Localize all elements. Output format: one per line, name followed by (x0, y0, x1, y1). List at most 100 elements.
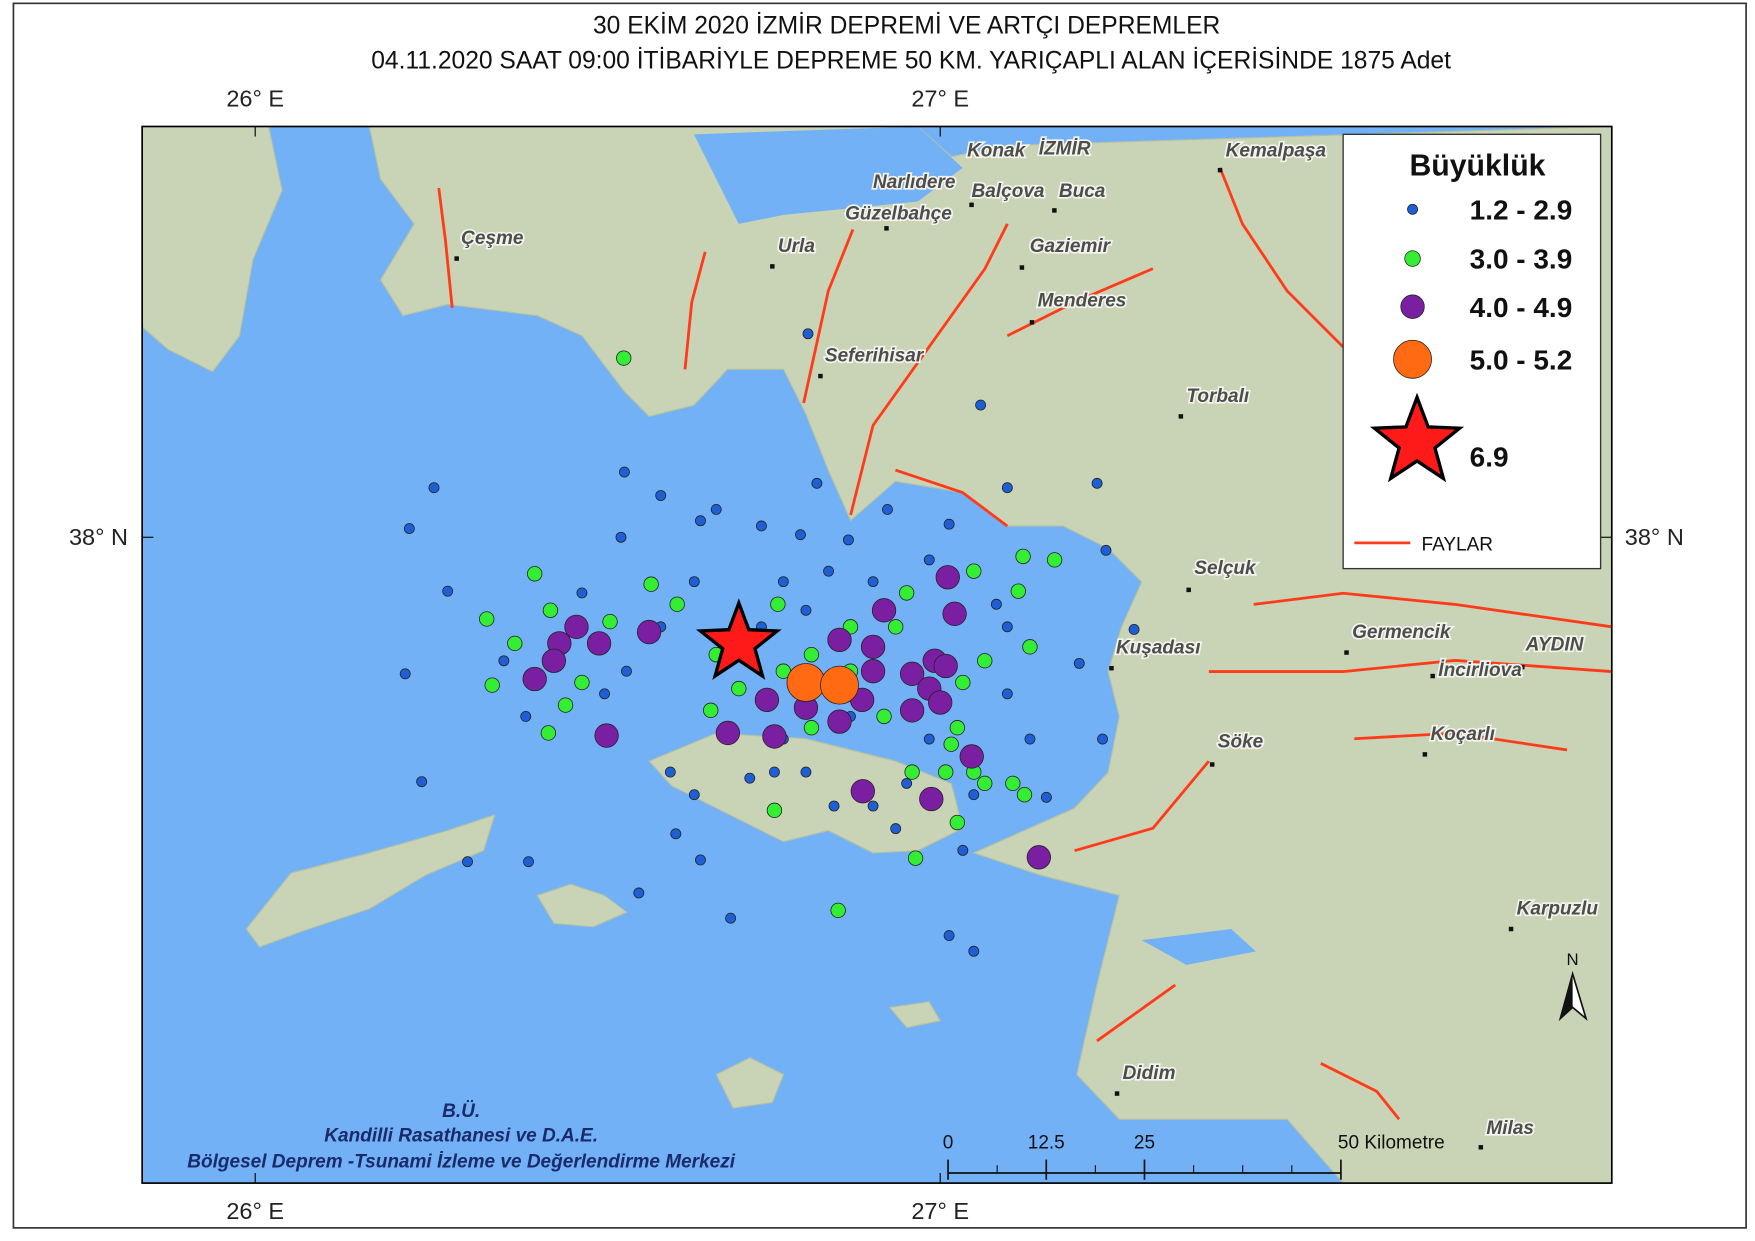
earthquake (655, 490, 667, 501)
fault (437, 187, 454, 308)
place-dot (1186, 587, 1191, 593)
earthquake (899, 698, 925, 723)
place-dot (454, 256, 459, 261)
earthquake (830, 902, 846, 919)
earthquake (943, 518, 955, 530)
earthquake (904, 764, 920, 780)
earthquake (1073, 657, 1085, 669)
earthquake (633, 887, 645, 899)
legend-symbol (1407, 203, 1418, 215)
fault (1320, 1062, 1401, 1121)
earthquake (621, 665, 632, 677)
fault (894, 468, 1009, 528)
place-name: Konak (967, 141, 1027, 162)
place-dot (770, 264, 775, 269)
legend-fault-label: FAYLAR (1422, 535, 1494, 556)
earthquake (1005, 775, 1021, 792)
place-dot (1344, 650, 1349, 655)
earthquake (576, 587, 588, 599)
lon-label: 27° E (911, 1198, 969, 1224)
earthquake (643, 576, 659, 592)
legend-label: 5.0 - 5.2 (1470, 344, 1573, 375)
earthquake (860, 659, 886, 684)
credits: B.Ü. Kandilli Rasathanesi ve D.A.E. Bölg… (187, 1101, 735, 1172)
earthquake (715, 720, 741, 746)
earthquake (1001, 482, 1013, 494)
credit-line: B.Ü. (442, 1101, 480, 1122)
earthquake (777, 576, 789, 588)
earthquake (1091, 477, 1103, 489)
earthquake (479, 611, 495, 627)
earthquake (803, 720, 820, 736)
north-arrow: N (1558, 950, 1588, 1022)
place-dot (1217, 167, 1223, 173)
earthquake (1040, 791, 1052, 803)
place-name: Seferihisar (825, 346, 925, 367)
place-name: Çeşme (461, 228, 524, 249)
earthquake (860, 634, 886, 659)
earthquake (1010, 583, 1026, 599)
earthquake (670, 828, 682, 840)
place-name: Karpuzlu (1517, 898, 1599, 919)
earthquake (938, 764, 954, 780)
place-dot (1029, 320, 1035, 325)
place-dot (969, 202, 974, 208)
earthquake (1026, 845, 1051, 870)
earthquake (820, 665, 859, 705)
earthquake (928, 690, 953, 715)
place-name: Narlıdere (873, 172, 956, 193)
earthquake (428, 482, 440, 494)
fault (1218, 167, 1345, 348)
fault (1096, 983, 1177, 1043)
earthquake (795, 529, 806, 541)
place-name: İncirliova (1438, 660, 1522, 681)
earthquake (636, 619, 662, 645)
earthquake (1001, 688, 1013, 700)
fault (802, 228, 855, 404)
earthquake (800, 766, 812, 778)
earthquake (919, 786, 944, 812)
place-dot (1430, 673, 1435, 679)
izmir-bay (693, 126, 963, 224)
earthquake (933, 653, 958, 679)
earthquake (616, 350, 632, 366)
scale-label: 25 (1134, 1132, 1155, 1153)
place-name: Torbalı (1186, 386, 1249, 407)
earthquake (695, 854, 706, 866)
legend-symbol (1393, 339, 1432, 379)
lat-label: 38° N (1625, 524, 1684, 550)
scale-label: 12.5 (1028, 1132, 1065, 1153)
map-root: 30 EKİM 2020 İZMİR DEPREMİ VE ARTÇI DEPR… (12, 2, 1747, 1229)
faults (437, 167, 1612, 1121)
coordinates: 26° E 26° E 27° E 27° E 38° N 38° N (69, 85, 1684, 1224)
earthquake (977, 775, 993, 792)
earthquake (599, 688, 610, 700)
earthquake (703, 702, 719, 719)
bafa-lake (1141, 929, 1256, 965)
scale-label: 0 (943, 1132, 954, 1153)
scale-label: 50 Kilometre (1338, 1132, 1445, 1153)
earthquake (403, 523, 415, 534)
legend-label: 4.0 - 4.9 (1470, 292, 1573, 323)
earthquake (725, 912, 737, 924)
earthquake (975, 399, 987, 411)
credit-line: Bölgesel Deprem -Tsunami İzleme ve Değer… (187, 1151, 735, 1172)
earthquake (923, 554, 935, 566)
earthquake (541, 648, 567, 673)
legend-box (1342, 133, 1602, 570)
earthquake (842, 534, 854, 546)
title: 30 EKİM 2020 İZMİR DEPREMİ VE ARTÇI DEPR… (593, 13, 1220, 40)
lon-label: 27° E (911, 85, 969, 111)
earthquake (755, 520, 767, 532)
islet (888, 1001, 942, 1029)
earthquake (867, 576, 879, 588)
fault (1074, 760, 1210, 853)
place-name: AYDIN (1525, 634, 1585, 655)
earthquake (1100, 544, 1112, 556)
place-name: Koçarlı (1430, 724, 1494, 745)
place-dot (884, 226, 889, 231)
earthquake (542, 602, 559, 618)
scale-bar: 0 12.5 25 50 Kilometre (943, 1132, 1445, 1180)
